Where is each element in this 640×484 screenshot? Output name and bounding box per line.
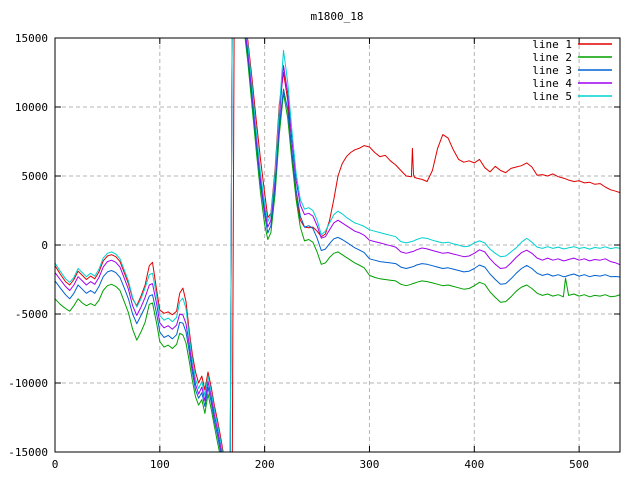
legend-label: line 2 — [532, 51, 572, 64]
series-line-5 — [55, 37, 620, 453]
series-line-4 — [55, 37, 620, 453]
series-line-3 — [55, 37, 620, 453]
y-tick-label: 0 — [41, 239, 48, 252]
legend-label: line 1 — [532, 38, 572, 51]
y-tick-label: -15000 — [8, 446, 48, 459]
series-lines — [55, 37, 620, 453]
axes-and-ticks: 0 100 200 300 400 500 -15000 -10000 -5000 0 5000 10… — [8, 32, 621, 471]
legend-label: line 5 — [532, 90, 572, 103]
chart-title: m1800_18 — [311, 10, 364, 23]
x-tick-label: 200 — [255, 458, 275, 471]
x-tick-label: 300 — [360, 458, 380, 471]
x-tick-label: 100 — [150, 458, 170, 471]
y-tick-label: 5000 — [22, 170, 49, 183]
y-tick-label: 10000 — [15, 101, 48, 114]
x-tick-label: 0 — [52, 458, 59, 471]
y-tick-label: -5000 — [15, 308, 48, 321]
y-tick-label: 15000 — [15, 32, 48, 45]
legend-label: line 3 — [532, 64, 572, 77]
series-line-2 — [55, 37, 620, 453]
x-tick-label: 500 — [569, 458, 589, 471]
legend-label: line 4 — [532, 77, 572, 90]
y-tick-label: -10000 — [8, 377, 48, 390]
x-tick-label: 400 — [464, 458, 484, 471]
gridlines — [55, 38, 620, 452]
